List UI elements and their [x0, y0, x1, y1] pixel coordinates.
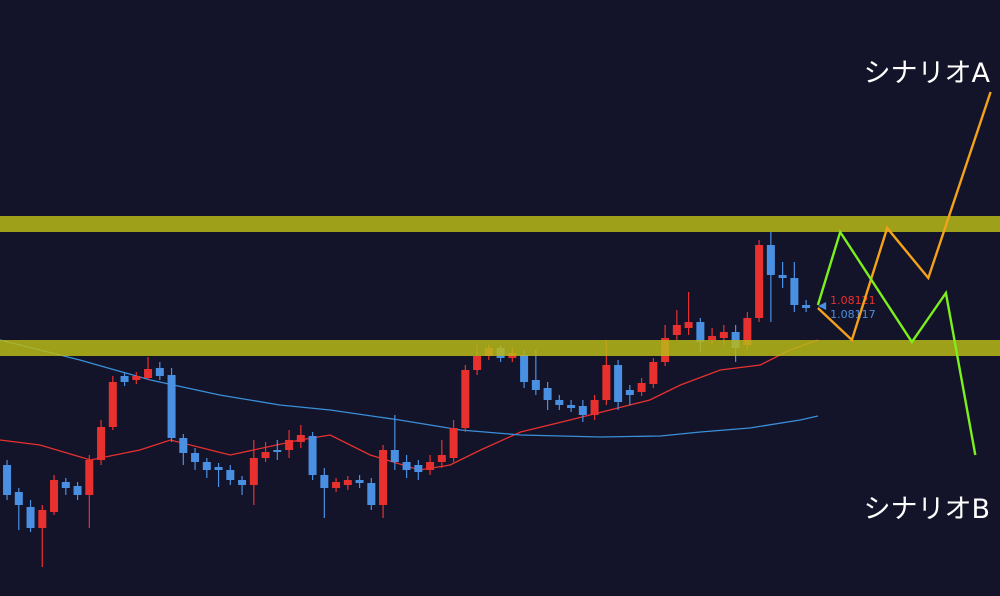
resistance-zone	[0, 340, 1000, 356]
candle-body	[743, 318, 752, 345]
candle-body	[696, 322, 705, 342]
candle-body	[97, 427, 106, 460]
candle-body	[790, 278, 799, 305]
candle-body	[449, 428, 458, 458]
candle-body	[555, 400, 564, 405]
candle-body	[61, 482, 70, 488]
candle-body	[719, 332, 728, 338]
candle-body	[202, 462, 211, 470]
candle-body	[437, 455, 446, 462]
candle-body	[755, 245, 764, 318]
candle-body	[649, 362, 658, 384]
candle-body	[343, 480, 352, 485]
candle-body	[108, 382, 117, 427]
candle-body	[531, 380, 540, 390]
candle-body	[155, 368, 164, 376]
candle-body	[637, 383, 646, 392]
scenario-label: シナリオB	[863, 494, 990, 525]
candle-body	[778, 275, 787, 278]
candle-body	[332, 482, 341, 488]
candle-body	[379, 450, 388, 505]
candle-body	[144, 369, 153, 378]
price-label: 1.08117	[830, 308, 876, 321]
candle-body	[390, 450, 399, 462]
resistance-zone	[0, 216, 1000, 232]
candle-body	[132, 376, 141, 380]
candle-body	[238, 480, 247, 485]
candle-body	[167, 375, 176, 438]
scenario-label: シナリオA	[864, 58, 991, 89]
candle-body	[14, 492, 23, 505]
candle-body	[567, 405, 576, 408]
candle-body	[320, 475, 329, 488]
candle-body	[426, 462, 435, 470]
candle-body	[590, 400, 599, 415]
candle-body	[38, 510, 47, 528]
price-label: 1.08121	[830, 294, 876, 307]
candle-body	[73, 486, 82, 495]
candle-body	[355, 480, 364, 483]
candle-body	[402, 462, 411, 470]
candle-body	[708, 336, 717, 340]
candle-body	[543, 388, 552, 400]
candle-body	[191, 453, 200, 462]
candle-body	[261, 452, 270, 458]
price-arrow	[818, 302, 827, 310]
candle-body	[602, 365, 611, 400]
candle-body	[684, 322, 693, 328]
candle-body	[308, 436, 317, 475]
candle-body	[285, 440, 294, 450]
scenario-line	[817, 91, 992, 343]
candle-body	[3, 465, 12, 495]
candle-body	[614, 365, 623, 402]
candle-body	[296, 435, 305, 442]
candle-body	[414, 465, 423, 472]
candle-body	[179, 438, 188, 453]
candle-body	[461, 370, 470, 428]
candle-body	[672, 325, 681, 335]
candle-body	[120, 376, 129, 382]
candle-body	[26, 507, 35, 528]
candle-body	[273, 450, 282, 452]
candle-body	[226, 470, 235, 480]
candle-body	[520, 355, 529, 382]
candle-body	[249, 458, 258, 485]
candle-body	[85, 460, 94, 495]
candle-body	[578, 406, 587, 415]
candle-body	[766, 245, 775, 275]
candle-body	[625, 390, 634, 395]
candle-body	[50, 480, 59, 512]
candle-body	[367, 483, 376, 505]
scenario-line	[816, 229, 977, 456]
candle-body	[802, 305, 811, 308]
moving-average	[0, 339, 819, 471]
candle-body	[214, 467, 223, 470]
candle-body	[473, 356, 482, 370]
